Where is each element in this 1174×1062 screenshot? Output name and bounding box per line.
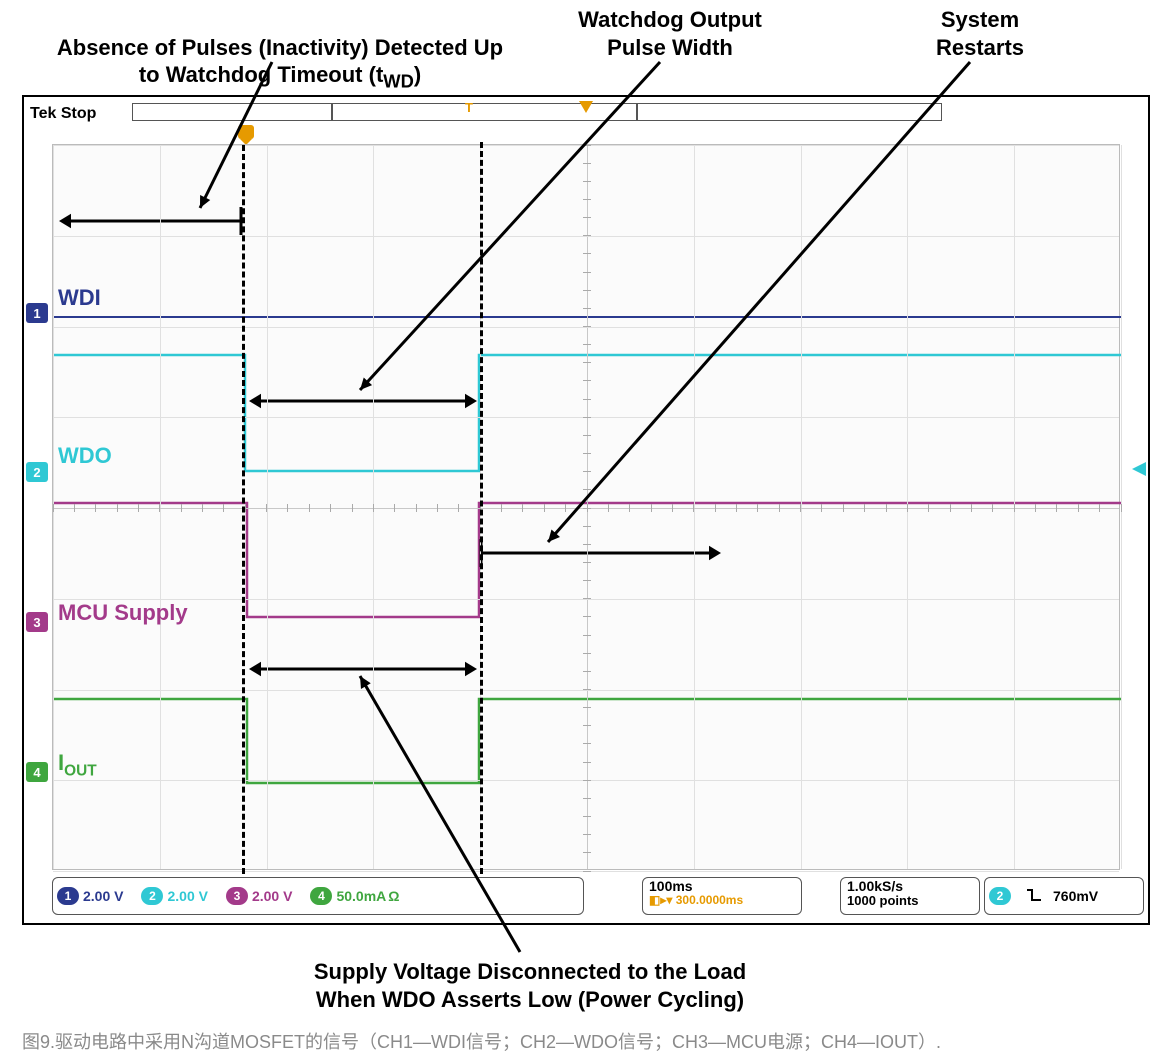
ch3-marker: 3 [26,612,48,632]
dashed-line-right [480,142,483,874]
footer-ch4-omega: Ω [388,888,399,904]
footer-time-scale: 100ms [649,879,693,894]
annotation-supply-disconnect: Supply Voltage Disconnected to the Load … [250,958,810,1013]
ch2-label: WDO [58,443,112,469]
footer-ch3-val: 2.00 V [252,888,292,904]
trigger-T-marker: T [465,100,473,115]
ch4-label: IOUT [58,750,97,780]
falling-edge-icon [1025,887,1043,906]
footer-ch3-icon: 3 [226,887,248,905]
footer-trigger-box: 2 760mV [984,877,1144,915]
footer-trigger-val: 760mV [1053,888,1098,904]
footer-ch4-icon: 4 [310,887,332,905]
ch2-marker: 2 [26,462,48,482]
footer-sample-rate: 1.00kS/s [847,879,903,894]
footer-sample-points: 1000 points [847,894,919,908]
footer-ch1-val: 2.00 V [83,888,123,904]
ch1-label: WDI [58,285,101,311]
scope-display [52,144,1120,870]
ch3-label: MCU Supply [58,600,188,626]
footer-ch-box: 1 2.00 V 2 2.00 V 3 2.00 V 4 50.0mA Ω [52,877,584,915]
footer-sample-box: 1.00kS/s 1000 points [840,877,980,915]
footer-trigger-ch-icon: 2 [989,887,1011,905]
footer-time-box: 100ms ◧▸▾ 300.0000ms [642,877,802,915]
scope-frame: Tek Stop T 1 2 3 4 WDI WDO MC [22,95,1150,925]
ch2-trigger-level-arrow [1132,462,1146,481]
footer-ch1-icon: 1 [57,887,79,905]
footer-delay-icon: ◧▸▾ [649,893,672,907]
footer-ch2-val: 2.00 V [167,888,207,904]
tek-stop-label: Tek Stop [30,105,96,123]
annotation-inactivity: Absence of Pulses (Inactivity) Detected … [40,6,520,93]
scope-top-bar-1 [132,103,332,121]
annotation-system-restarts: System Restarts [880,6,1080,61]
footer-ch4-val: 50.0mA [336,888,386,904]
ch1-marker: 1 [26,303,48,323]
trigger-pos-marker [579,100,593,118]
annotation-pulse-width: Watchdog Output Pulse Width [540,6,800,61]
ch4-marker: 4 [26,762,48,782]
figure-caption: 图9.驱动电路中采用N沟道MOSFET的信号（CH1—WDI信号；CH2—WDO… [22,1028,941,1054]
footer-delay-val: 300.0000ms [676,893,743,907]
dashed-line-left [242,145,245,874]
scope-top-bar-3 [637,103,942,121]
footer-ch2-icon: 2 [141,887,163,905]
